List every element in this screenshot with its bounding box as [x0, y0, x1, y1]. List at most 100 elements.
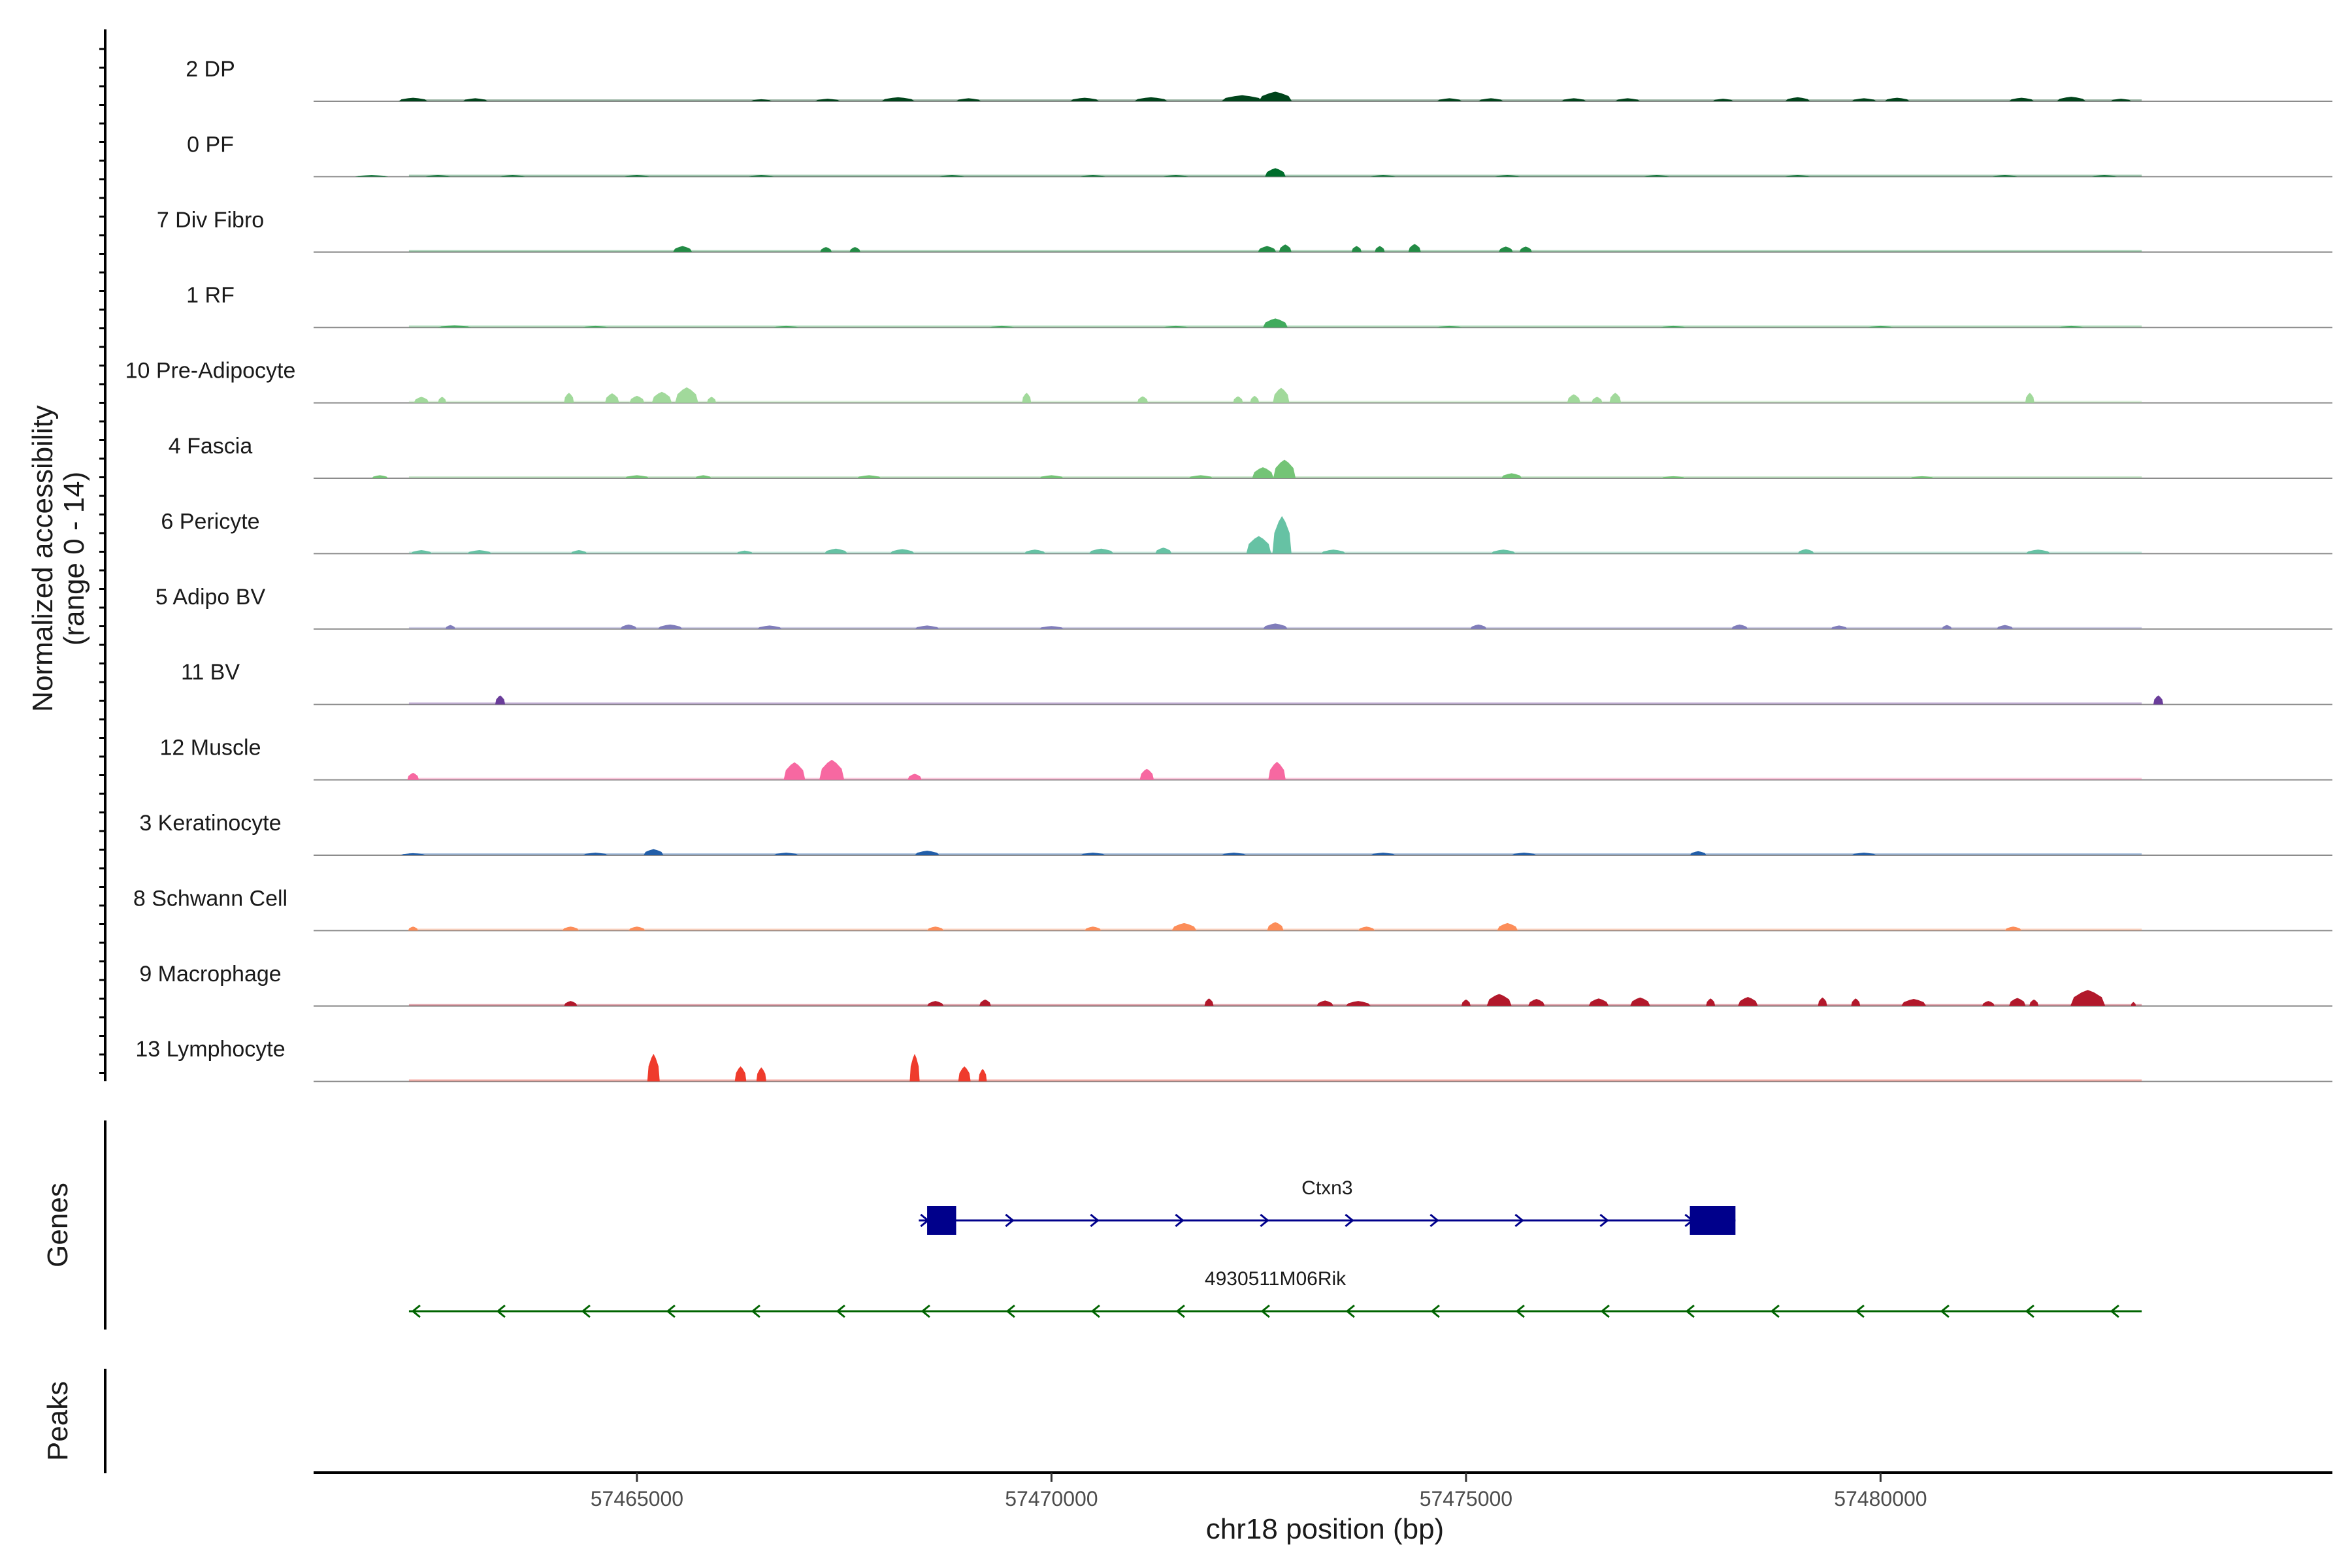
- accessibility-peak: [1139, 768, 1154, 780]
- accessibility-peak: [707, 397, 717, 403]
- accessibility-peak: [1204, 998, 1214, 1006]
- track-label: 8 Schwann Cell: [133, 886, 287, 911]
- accessibility-peak: [956, 98, 981, 101]
- accessibility-peak: [1851, 853, 1877, 855]
- strand-arrow: [1345, 1304, 1355, 1318]
- accessibility-peak: [1712, 99, 1734, 101]
- strand-arrow: [836, 1304, 845, 1318]
- accessibility-peak: [2131, 1002, 2136, 1006]
- accessibility-peak: [1080, 175, 1105, 177]
- x-axis-tick-label: 57465000: [591, 1487, 683, 1511]
- accessibility-peak: [466, 550, 492, 554]
- track-label: 12 Muscle: [160, 736, 261, 760]
- accessibility-peak: [1137, 396, 1149, 403]
- track-12-muscle: 12 Muscle: [160, 736, 2332, 781]
- strand-arrow: [751, 1304, 760, 1318]
- accessibility-peak: [644, 849, 664, 855]
- strand-arrow: [1345, 1213, 1354, 1228]
- accessibility-peak: [1609, 393, 1622, 403]
- accessibility-peak: [1901, 999, 1927, 1006]
- accessibility-peak: [849, 247, 860, 252]
- accessibility-peak: [629, 926, 645, 931]
- track-label: 4 Fascia: [169, 434, 253, 459]
- strand-arrow: [1090, 1304, 1100, 1318]
- strand-arrow: [1090, 1213, 1100, 1228]
- accessibility-peak: [1437, 98, 1462, 101]
- track-label: 5 Adipo BV: [155, 585, 266, 610]
- track-8-schwann-cell: 8 Schwann Cell: [133, 886, 2332, 932]
- accessibility-peak: [1884, 97, 1910, 101]
- track-7-div-fibro: 7 Div Fibro: [157, 208, 2332, 253]
- accessibility-peak: [1171, 923, 1197, 931]
- accessibility-peak: [1265, 168, 1286, 177]
- accessibility-peak: [1316, 1000, 1333, 1006]
- accessibility-peak: [734, 1066, 747, 1082]
- accessibility-peak: [1706, 998, 1716, 1006]
- accessibility-peak: [1528, 999, 1545, 1006]
- accessibility-peak: [355, 175, 389, 177]
- accessibility-peak: [438, 397, 447, 403]
- accessibility-peak: [1561, 98, 1586, 101]
- accessibility-peak: [1258, 246, 1277, 252]
- accessibility-peak: [1022, 393, 1032, 403]
- accessibility-peak: [2110, 99, 2132, 101]
- accessibility-peak: [1262, 318, 1288, 328]
- accessibility-peak: [1155, 547, 1172, 554]
- accessibility-peak: [1024, 549, 1046, 554]
- gene-label: Ctxn3: [1301, 1177, 1352, 1199]
- accessibility-peak: [1262, 623, 1288, 629]
- track-background-signal: [408, 1004, 2142, 1006]
- accessibility-peak: [562, 926, 580, 931]
- accessibility-peak: [564, 1001, 578, 1006]
- accessibility-peak: [915, 625, 940, 629]
- accessibility-peak: [1252, 467, 1274, 478]
- accessibility-peak: [651, 391, 672, 403]
- gene-exon: [1690, 1206, 1736, 1235]
- accessibility-peak: [583, 853, 608, 855]
- strand-arrow: [921, 1304, 930, 1318]
- strand-arrow: [1175, 1213, 1184, 1228]
- accessibility-peak: [400, 853, 426, 855]
- accessibility-peak: [1831, 625, 1848, 629]
- gene-exon: [927, 1206, 956, 1235]
- track-label: 3 Keratinocyte: [139, 811, 281, 836]
- accessibility-peak: [675, 387, 698, 403]
- accessibility-peak: [774, 325, 799, 328]
- track-label: 11 BV: [181, 660, 240, 685]
- accessibility-peak: [1630, 997, 1650, 1006]
- accessibility-peak: [978, 1069, 987, 1082]
- track-label: 0 PF: [187, 132, 234, 157]
- accessibility-peak: [907, 774, 922, 780]
- accessibility-peak: [881, 97, 915, 101]
- accessibility-peak: [2009, 998, 2026, 1006]
- track-label: 13 Lymphocyte: [135, 1037, 285, 1062]
- accessibility-peak: [1992, 175, 2017, 177]
- accessibility-peak: [564, 393, 574, 403]
- accessibility-peak: [1279, 244, 1292, 252]
- accessibility-peak: [2070, 990, 2106, 1006]
- accessibility-peak: [1273, 459, 1296, 478]
- track-label: 2 DP: [186, 57, 235, 82]
- accessibility-peak: [939, 175, 965, 177]
- accessibility-peak: [1470, 624, 1487, 629]
- accessibility-peak: [1437, 325, 1462, 328]
- strand-arrow: [666, 1304, 676, 1318]
- accessibility-peak: [570, 550, 587, 554]
- accessibility-peak: [620, 624, 637, 629]
- accessibility-peak: [673, 246, 693, 252]
- accessibility-peak: [1272, 515, 1292, 554]
- accessibility-peak: [2009, 97, 2034, 101]
- accessibility-peak: [1408, 244, 1421, 252]
- accessibility-peak: [979, 999, 991, 1006]
- strand-arrow: [1685, 1304, 1695, 1318]
- accessibility-peak: [1851, 998, 1861, 1006]
- accessibility-peak: [820, 247, 832, 252]
- strand-arrow: [1005, 1213, 1015, 1228]
- strand-arrow: [1514, 1213, 1524, 1228]
- accessibility-peak: [1039, 475, 1064, 478]
- accessibility-peak: [1163, 325, 1188, 328]
- strand-arrow: [1515, 1304, 1525, 1318]
- accessibility-peak: [1868, 325, 1893, 328]
